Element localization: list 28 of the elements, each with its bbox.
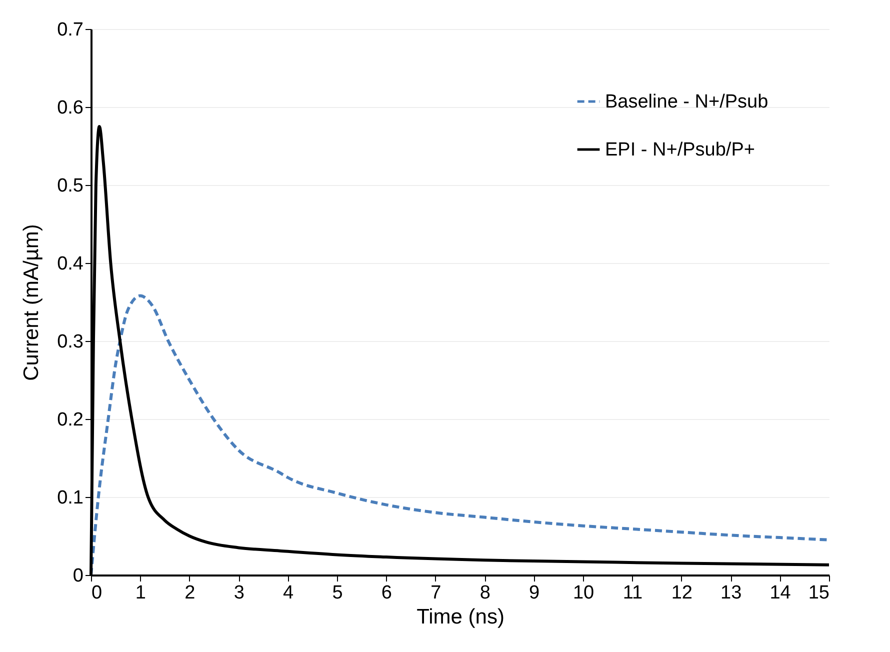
legend-label: EPI - N+/Psub/P+: [605, 140, 755, 160]
x-tick-label: 5: [332, 582, 343, 604]
y-tick-label: 0.7: [57, 20, 84, 40]
x-tick-label: 6: [381, 582, 392, 604]
x-axis-title: Time (ns): [416, 606, 504, 628]
x-tick-label: 0: [92, 582, 102, 604]
x-tick-label: 4: [283, 582, 294, 604]
x-tick-label: 10: [572, 582, 594, 604]
x-tick-label: 3: [234, 582, 244, 604]
y-axis-title: Current (mA/µm): [20, 224, 44, 381]
x-tick-label: 8: [480, 582, 490, 604]
y-tick-label: 0.2: [57, 410, 84, 430]
y-tick-label: 0.4: [57, 254, 84, 274]
y-tick-label: 0.6: [57, 98, 84, 118]
x-tick-label: 13: [720, 582, 742, 604]
y-tick-label: 0.1: [57, 488, 84, 508]
x-tick-label: 7: [430, 582, 442, 604]
y-tick-label: 0: [72, 566, 84, 586]
x-tick-label: 9: [529, 582, 540, 604]
x-tick-label: 12: [671, 582, 692, 604]
x-tick-label: 14: [770, 582, 792, 604]
x-tick-label: 2: [184, 582, 196, 604]
x-tick-label: 1: [135, 582, 146, 604]
x-tick-label: 11: [622, 582, 643, 604]
y-tick-label: 0.5: [57, 176, 84, 196]
x-tick-label: 15: [808, 582, 830, 604]
legend-label: Baseline - N+/Psub: [605, 92, 768, 112]
y-tick-label: 0.3: [57, 332, 84, 352]
